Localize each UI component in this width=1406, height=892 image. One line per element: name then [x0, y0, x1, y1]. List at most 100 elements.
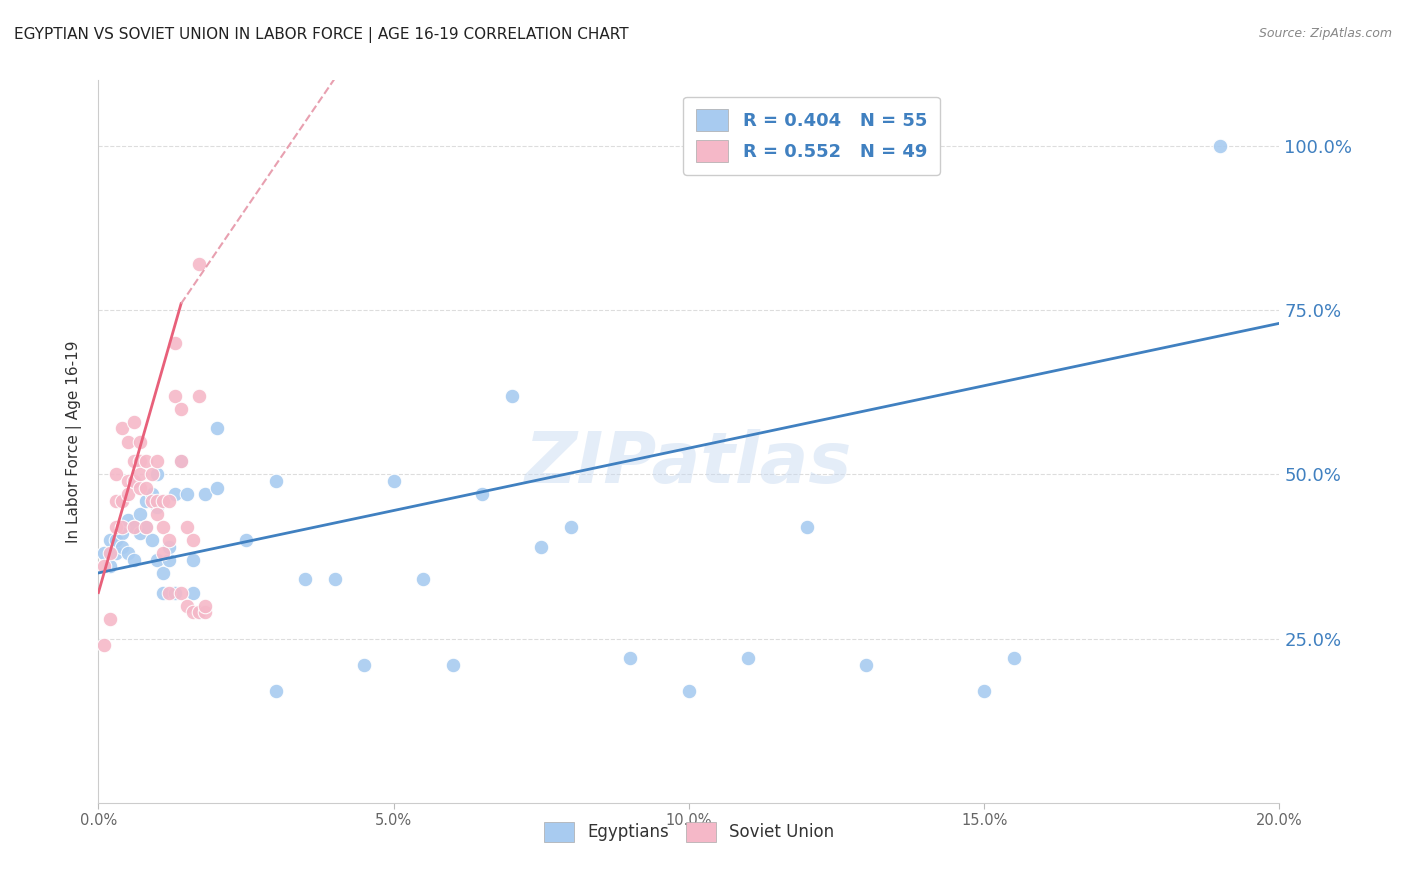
Point	[111, 540, 134, 554]
Point	[122, 415, 145, 429]
Point	[323, 573, 346, 587]
Point	[111, 526, 134, 541]
Text: EGYPTIAN VS SOVIET UNION IN LABOR FORCE | AGE 16-19 CORRELATION CHART: EGYPTIAN VS SOVIET UNION IN LABOR FORCE …	[14, 27, 628, 43]
Point	[117, 434, 139, 449]
Point	[105, 520, 128, 534]
Point	[170, 454, 193, 468]
Point	[135, 454, 157, 468]
Point	[382, 474, 405, 488]
Point	[93, 638, 115, 652]
Point	[235, 533, 257, 547]
Point	[152, 546, 174, 560]
Point	[194, 487, 217, 501]
Point	[111, 520, 134, 534]
Point	[135, 493, 157, 508]
Point	[93, 546, 115, 560]
Point	[181, 533, 204, 547]
Point	[135, 520, 157, 534]
Point	[105, 546, 128, 560]
Point	[105, 533, 128, 547]
Point	[1209, 139, 1232, 153]
Point	[141, 493, 163, 508]
Point	[170, 401, 193, 416]
Point	[117, 546, 139, 560]
Point	[205, 481, 228, 495]
Point	[141, 533, 163, 547]
Point	[157, 585, 180, 599]
Point	[128, 467, 150, 482]
Point	[165, 585, 187, 599]
Point	[187, 605, 209, 619]
Point	[176, 487, 198, 501]
Point	[117, 513, 139, 527]
Point	[146, 467, 169, 482]
Point	[181, 605, 204, 619]
Point	[128, 434, 150, 449]
Point	[170, 585, 193, 599]
Point	[176, 520, 198, 534]
Point	[98, 559, 121, 574]
Point	[165, 336, 187, 351]
Point	[194, 605, 217, 619]
Point	[187, 257, 209, 271]
Point	[105, 493, 128, 508]
Point	[146, 500, 169, 515]
Text: Source: ZipAtlas.com: Source: ZipAtlas.com	[1258, 27, 1392, 40]
Point	[619, 651, 641, 665]
Point	[128, 454, 150, 468]
Point	[141, 467, 163, 482]
Point	[205, 421, 228, 435]
Point	[157, 540, 180, 554]
Point	[737, 651, 759, 665]
Point	[501, 388, 523, 402]
Point	[1002, 651, 1025, 665]
Point	[128, 507, 150, 521]
Point	[146, 553, 169, 567]
Point	[441, 657, 464, 672]
Point	[294, 573, 316, 587]
Point	[146, 507, 169, 521]
Legend: Egyptians, Soviet Union: Egyptians, Soviet Union	[537, 815, 841, 848]
Point	[117, 487, 139, 501]
Point	[181, 553, 204, 567]
Point	[135, 481, 157, 495]
Point	[93, 559, 115, 574]
Point	[412, 573, 434, 587]
Point	[152, 520, 174, 534]
Point	[678, 684, 700, 698]
Point	[105, 467, 128, 482]
Point	[165, 388, 187, 402]
Point	[530, 540, 553, 554]
Point	[98, 546, 121, 560]
Point	[122, 520, 145, 534]
Point	[176, 599, 198, 613]
Point	[111, 421, 134, 435]
Point	[122, 553, 145, 567]
Point	[194, 599, 217, 613]
Point	[146, 454, 169, 468]
Point	[135, 520, 157, 534]
Point	[122, 474, 145, 488]
Point	[264, 474, 287, 488]
Point	[187, 388, 209, 402]
Point	[181, 585, 204, 599]
Point	[187, 605, 209, 619]
Point	[264, 684, 287, 698]
Point	[146, 493, 169, 508]
Point	[353, 657, 375, 672]
Point	[128, 481, 150, 495]
Point	[152, 566, 174, 580]
Point	[165, 487, 187, 501]
Point	[973, 684, 995, 698]
Point	[157, 533, 180, 547]
Point	[128, 526, 150, 541]
Point	[122, 520, 145, 534]
Text: ZIPatlas: ZIPatlas	[526, 429, 852, 498]
Point	[471, 487, 494, 501]
Point	[855, 657, 877, 672]
Point	[157, 493, 180, 508]
Point	[152, 585, 174, 599]
Y-axis label: In Labor Force | Age 16-19: In Labor Force | Age 16-19	[66, 340, 82, 543]
Point	[796, 520, 818, 534]
Point	[152, 493, 174, 508]
